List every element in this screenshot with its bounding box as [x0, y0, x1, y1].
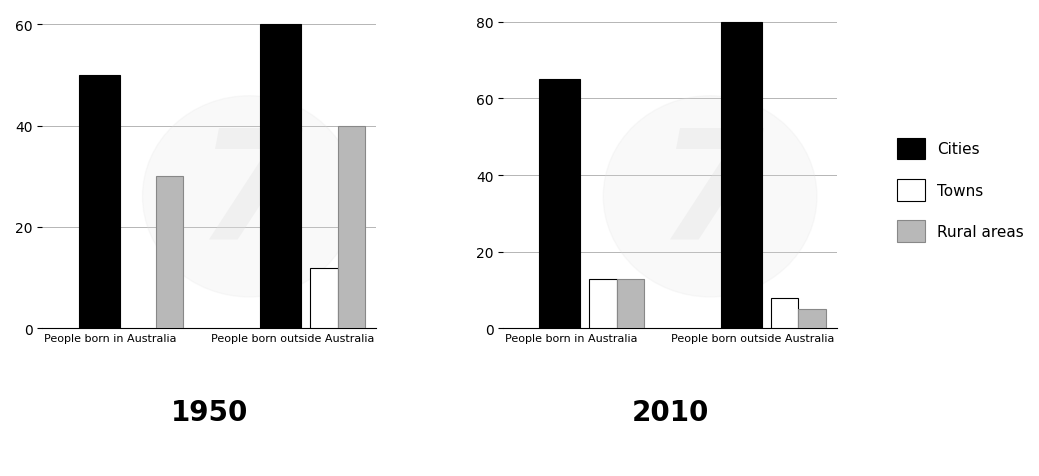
Bar [338, 126, 365, 328]
Bar [721, 23, 762, 328]
Text: 7: 7 [196, 122, 302, 271]
Circle shape [604, 97, 817, 298]
Bar [539, 80, 581, 328]
Bar [771, 298, 798, 328]
Bar [311, 268, 338, 328]
Legend: Cities, Towns, Rural areas: Cities, Towns, Rural areas [889, 130, 1032, 250]
Text: 1950: 1950 [170, 397, 248, 426]
Bar [589, 279, 617, 328]
Text: 2010: 2010 [632, 397, 709, 426]
Bar [156, 177, 183, 328]
Bar [79, 76, 119, 328]
Bar [617, 279, 644, 328]
Circle shape [142, 97, 356, 298]
Bar [261, 25, 301, 328]
Bar [798, 309, 826, 328]
Text: 7: 7 [657, 122, 764, 271]
